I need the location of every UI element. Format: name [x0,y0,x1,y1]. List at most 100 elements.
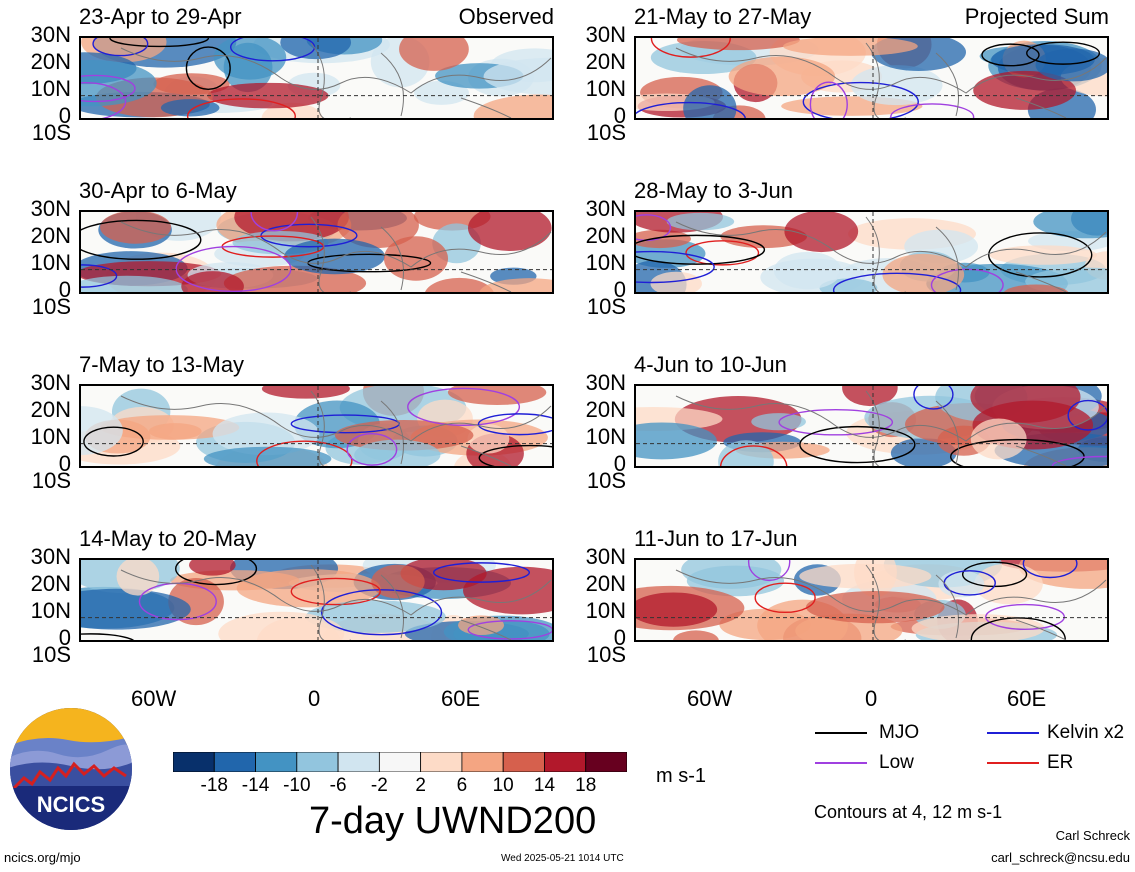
anomaly-shade [203,446,332,466]
left-panel-title-4: 14-May to 20-May [79,526,257,551]
logo-text: NCICS [37,792,105,817]
left-panel-2-lat-label: 20N [30,223,71,248]
lon-label-right-60w: 60W [687,686,733,711]
contour-line [685,240,760,266]
colorbar-tick-label: -2 [370,775,388,796]
left-panel-title-3: 7-May to 13-May [79,352,245,377]
legend-label-er: ER [1047,752,1074,773]
contour-line [1026,41,1101,65]
contour-line [175,560,258,586]
right-panel-3-lat-label: 10N [585,424,626,449]
colorbar-tick-label: 14 [533,775,556,796]
colorbar-segment [544,751,587,773]
anomaly-shade [970,386,1081,423]
left-map-panel-4 [79,558,554,642]
anomaly-shade [805,591,945,624]
anomaly-shade [81,406,123,455]
anomaly-shade [207,82,329,109]
contour-line [650,38,731,58]
figure-title: 7-day UWND200 [309,800,597,842]
right-panel-title-4: 11-Jun to 17-Jun [634,526,798,551]
anomaly-shade [676,38,800,51]
left-panel-1-lat-label: 10S [31,120,71,145]
right-panel-2-lat-label: 10N [585,250,626,275]
coastline [310,564,512,640]
anomaly-shade [1035,48,1107,82]
right-panel-title-2: 28-May to 3-Jun [634,178,793,203]
contour-line [478,444,552,466]
contours-note: Contours at 4, 12 m s-1 [814,802,1003,822]
ncics-logo: NCICS [8,706,134,832]
contour-line [1022,560,1078,579]
anomaly-shade [467,424,510,454]
colorbar-segment [255,751,298,773]
colorbar-segment [461,751,504,773]
right-panel-4-lat-label: 20N [585,571,626,596]
coastline [120,221,552,268]
contour-line [185,46,231,90]
contour-line [467,620,552,640]
anomaly-shade [399,38,469,71]
coastline [865,42,1067,118]
legend-line-mjo [815,732,867,734]
right-map-panel-2 [634,210,1109,294]
contour-line [186,98,296,118]
anomaly-shade [483,57,552,95]
right-map-panel-4 [634,558,1109,642]
contour-line [81,264,118,288]
colorbar-segment [296,751,339,773]
right-panel-tag: Projected Sum [964,4,1109,29]
right-map-panel-1 [634,36,1109,120]
contour-line [636,234,766,265]
left-panel-tag: Observed [458,4,554,29]
footer-author: Carl Schreck [1055,828,1130,843]
anomaly-shade [666,212,735,231]
contour-legend: MJO Kelvin x2 Low ER [815,722,1135,782]
contour-line [754,582,816,614]
coastline [865,564,1067,640]
contour-line [778,408,894,436]
left-panel-3-lat-label: 0 [58,451,71,476]
coastline [865,390,1067,466]
contour-line [890,103,975,118]
contour-line [636,101,746,118]
anomaly-shade [463,566,552,615]
contour-line [985,603,1065,630]
anomaly-shade [1003,284,1069,292]
right-panel-4-lat-label: 10S [586,642,626,667]
anomaly-shade [783,38,918,56]
anomaly-shade [81,59,157,107]
right-panel-1-lat-label: 30N [585,22,626,47]
lon-label-left-0: 0 [308,686,321,711]
anomaly-shade [773,251,842,290]
anomaly-shade [212,412,320,456]
left-panel-2-lat-label: 10N [30,250,71,275]
colorbar-segment [213,751,256,773]
anomaly-shade [447,386,547,405]
colorbar-tick-label: -14 [241,775,270,796]
anomaly-shade [686,565,785,597]
contour-line [636,250,715,284]
left-panel-3-lat-label: 30N [30,370,71,395]
contour-line [432,562,530,583]
contour-line [802,81,919,118]
colorbar-tick-label: -18 [200,775,228,796]
left-panel-3-lat-label: 10S [31,468,71,493]
contour-line [346,432,398,466]
anomaly-shade [989,245,1097,265]
colorbar-tick-label: -6 [329,775,347,796]
colorbar-segment [337,751,380,773]
anomaly-shade [81,275,188,292]
contour-line [109,38,210,48]
footer-url: ncics.org/mjo [4,850,81,865]
left-panel-2-lat-label: 0 [58,277,71,302]
legend-line-kelvin [987,732,1039,734]
right-panel-3-lat-label: 30N [585,370,626,395]
anomaly-shade [116,560,160,596]
contour-line [81,633,135,640]
left-panel-3-lat-label: 10N [30,424,71,449]
colorbar-tick-label: 2 [415,775,426,796]
right-panel-1-lat-label: 0 [613,103,626,128]
coastline [675,569,1107,616]
right-panel-title-3: 4-Jun to 10-Jun [634,352,787,377]
